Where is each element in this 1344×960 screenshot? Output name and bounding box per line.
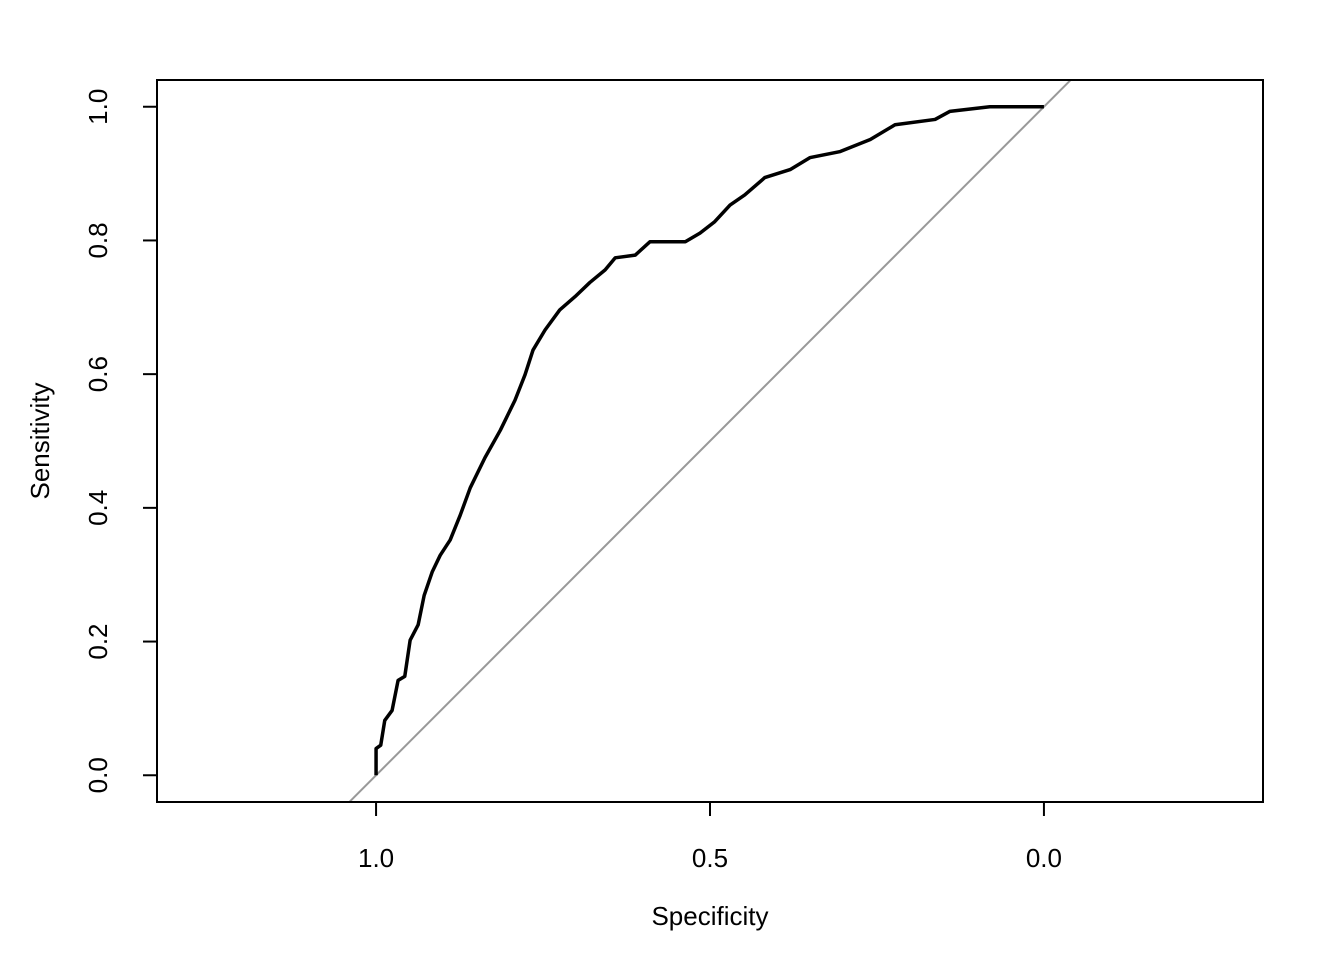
x-tick-label: 0.0 — [1026, 843, 1062, 873]
y-tick-label: 0.0 — [83, 757, 113, 793]
roc-curve — [374, 104, 1044, 776]
x-tick-label: 1.0 — [358, 843, 394, 873]
x-axis-label: Specificity — [651, 901, 768, 931]
y-tick-label: 1.0 — [83, 89, 113, 125]
x-tick-label: 0.5 — [692, 843, 728, 873]
y-tick-label: 0.6 — [83, 356, 113, 392]
reference-line — [347, 80, 1073, 802]
y-tick-label: 0.4 — [83, 490, 113, 526]
y-axis-label: Sensitivity — [25, 382, 55, 499]
y-tick-label: 0.2 — [83, 623, 113, 659]
y-tick-label: 0.8 — [83, 222, 113, 258]
